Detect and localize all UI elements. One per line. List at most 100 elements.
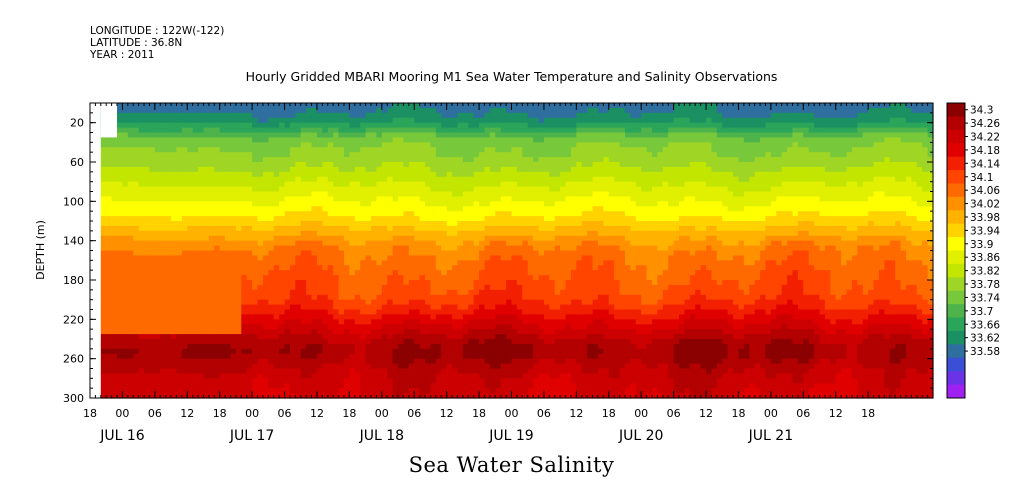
salinity-cell [284,388,291,394]
salinity-cell [187,235,194,242]
salinity-cell [425,334,432,340]
salinity-cell [354,117,361,124]
salinity-cell [235,255,242,261]
salinity-cell [235,388,242,394]
salinity-cell [230,117,237,124]
salinity-cell [462,122,469,129]
salinity-cell [122,393,129,399]
salinity-cell [176,309,183,316]
salinity-cell [117,275,124,281]
salinity-cell [462,353,469,360]
salinity-cell [117,166,124,173]
salinity-cell [425,201,432,207]
salinity-cell [387,221,394,227]
salinity-cell [419,255,426,261]
salinity-cell [495,103,502,109]
salinity-cell [176,107,183,114]
salinity-cell [279,132,286,139]
salinity-cell [414,230,421,237]
salinity-cell [430,373,437,379]
salinity-cell [343,117,350,124]
salinity-cell [392,324,399,330]
salinity-cell [203,142,210,148]
salinity-cell [425,166,432,173]
salinity-cell [354,319,361,325]
salinity-cell [284,304,291,311]
salinity-cell [165,112,172,119]
salinity-cell [435,112,442,119]
salinity-cell [127,324,134,330]
salinity-cell [311,378,318,384]
salinity-cell [295,275,302,281]
salinity-cell [127,353,134,360]
salinity-cell [203,260,210,266]
salinity-cell [138,265,145,271]
salinity-cell [495,289,502,296]
salinity-cell [398,270,405,276]
salinity-cell [127,255,134,261]
salinity-cell [468,235,475,242]
salinity-cell [306,142,313,148]
salinity-cell [279,363,286,370]
salinity-cell [527,348,534,355]
salinity-cell [365,383,372,389]
salinity-cell [192,319,199,325]
salinity-cell [441,166,448,173]
salinity-cell [489,260,496,266]
salinity-cell [327,309,334,316]
salinity-cell [311,280,318,286]
salinity-cell [343,147,350,153]
salinity-cell [430,314,437,320]
salinity-cell [354,339,361,345]
salinity-cell [192,147,199,153]
salinity-cell [252,201,259,207]
salinity-cell [208,201,215,207]
salinity-cell [327,280,334,286]
salinity-cell [300,275,307,281]
salinity-cell [343,112,350,119]
salinity-cell [516,304,523,311]
salinity-cell [111,334,118,340]
salinity-cell [398,216,405,222]
salinity-cell [122,378,129,384]
salinity-cell [289,299,296,306]
salinity-cell [133,162,140,168]
salinity-cell [327,373,334,379]
salinity-cell [452,275,459,281]
salinity-cell [408,358,415,365]
salinity-cell [403,211,410,217]
salinity-cell [495,339,502,345]
salinity-cell [495,211,502,217]
salinity-cell [452,186,459,193]
salinity-cell [500,103,507,109]
salinity-cell [133,324,140,330]
salinity-cell [279,201,286,207]
salinity-cell [322,107,329,114]
salinity-cell [144,176,151,183]
salinity-cell [273,196,280,202]
salinity-cell [268,157,275,163]
salinity-cell [327,225,334,232]
salinity-cell [354,112,361,119]
salinity-cell [198,368,205,375]
salinity-cell [176,378,183,384]
salinity-cell [365,265,372,271]
salinity-cell [176,250,183,257]
salinity-cell [316,186,323,193]
salinity-cell [160,334,167,340]
salinity-cell [430,309,437,316]
salinity-cell [376,196,383,202]
salinity-cell [430,191,437,198]
salinity-cell [241,348,248,355]
salinity-cell [543,201,550,207]
salinity-cell [149,176,156,183]
salinity-cell [160,186,167,193]
salinity-cell [289,270,296,276]
salinity-cell [316,383,323,389]
salinity-cell [219,107,226,114]
salinity-cell [230,280,237,286]
salinity-cell [219,255,226,261]
salinity-cell [522,393,529,399]
salinity-cell [338,289,345,296]
salinity-cell [473,186,480,193]
